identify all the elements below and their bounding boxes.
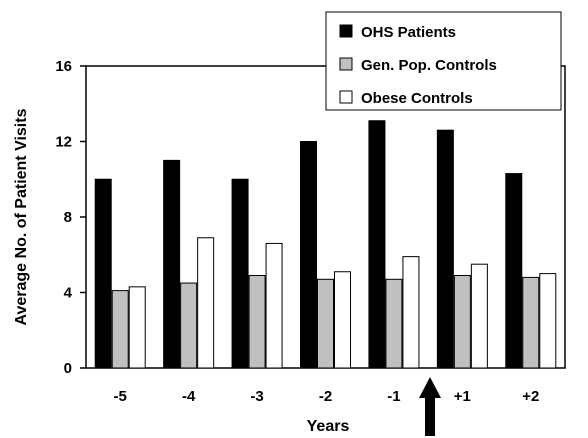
bar-ohs-patients--5 [94, 178, 112, 369]
y-tick-label: 0 [64, 360, 72, 377]
bar-obese-controls-+1 [470, 263, 488, 369]
bar-gen-pop-controls--1 [385, 278, 403, 369]
bar-gen-pop-controls--4 [180, 282, 198, 369]
legend: OHS Patients Gen. Pop. Controls Obese Cont… [325, 11, 562, 111]
legend-label: OHS Patients [361, 24, 456, 41]
bar-obese-controls-+2 [539, 273, 557, 369]
bar-ohs-patients--1 [368, 120, 386, 369]
bar-ohs-patients-+2 [505, 173, 523, 369]
x-axis: -5 -4 -3 -2 -1 +1 +2 [114, 388, 540, 405]
bar-ohs-patients-+1 [436, 129, 454, 369]
legend-swatch [339, 24, 353, 38]
x-axis-title: Years [307, 418, 350, 435]
legend-swatch [339, 57, 353, 71]
legend-label: Gen. Pop. Controls [361, 57, 497, 74]
x-tick-label: -5 [114, 388, 127, 405]
y-tick-label: 4 [64, 285, 73, 302]
bar-gen-pop-controls--5 [111, 290, 129, 369]
y-tick-label: 16 [55, 58, 72, 75]
x-tick-label: -2 [319, 388, 332, 405]
y-tick-label: 12 [55, 134, 72, 151]
x-tick-label: +2 [522, 388, 539, 405]
x-tick-label: -3 [250, 388, 263, 405]
bar-obese-controls--4 [197, 237, 215, 369]
bar-gen-pop-controls--3 [248, 275, 266, 369]
year-zero-arrow-icon [419, 377, 441, 436]
bar-gen-pop-controls--2 [317, 278, 334, 369]
bar-obese-controls--3 [265, 242, 283, 369]
y-tick-label: 8 [64, 209, 72, 226]
legend-label: Obese Controls [361, 90, 473, 107]
bar-gen-pop-controls-+1 [453, 275, 471, 369]
bar-obese-controls--2 [334, 271, 351, 369]
plot-area [85, 65, 566, 369]
legend-swatch [339, 90, 353, 104]
x-tick-label: -4 [182, 388, 196, 405]
legend-box [325, 11, 562, 111]
bar-ohs-patients--3 [231, 178, 249, 369]
x-tick-label: +1 [454, 388, 471, 405]
bar-obese-controls--5 [128, 286, 146, 369]
bar-ohs-patients--4 [163, 159, 181, 369]
x-tick-label: -1 [387, 388, 400, 405]
y-axis-title: Average No. of Patient Visits [13, 108, 30, 325]
y-axis: 0 4 8 12 16 [55, 58, 86, 377]
bar-ohs-patients--2 [300, 141, 317, 369]
bar-gen-pop-controls-+2 [522, 276, 540, 369]
bar-obese-controls--1 [402, 256, 420, 369]
